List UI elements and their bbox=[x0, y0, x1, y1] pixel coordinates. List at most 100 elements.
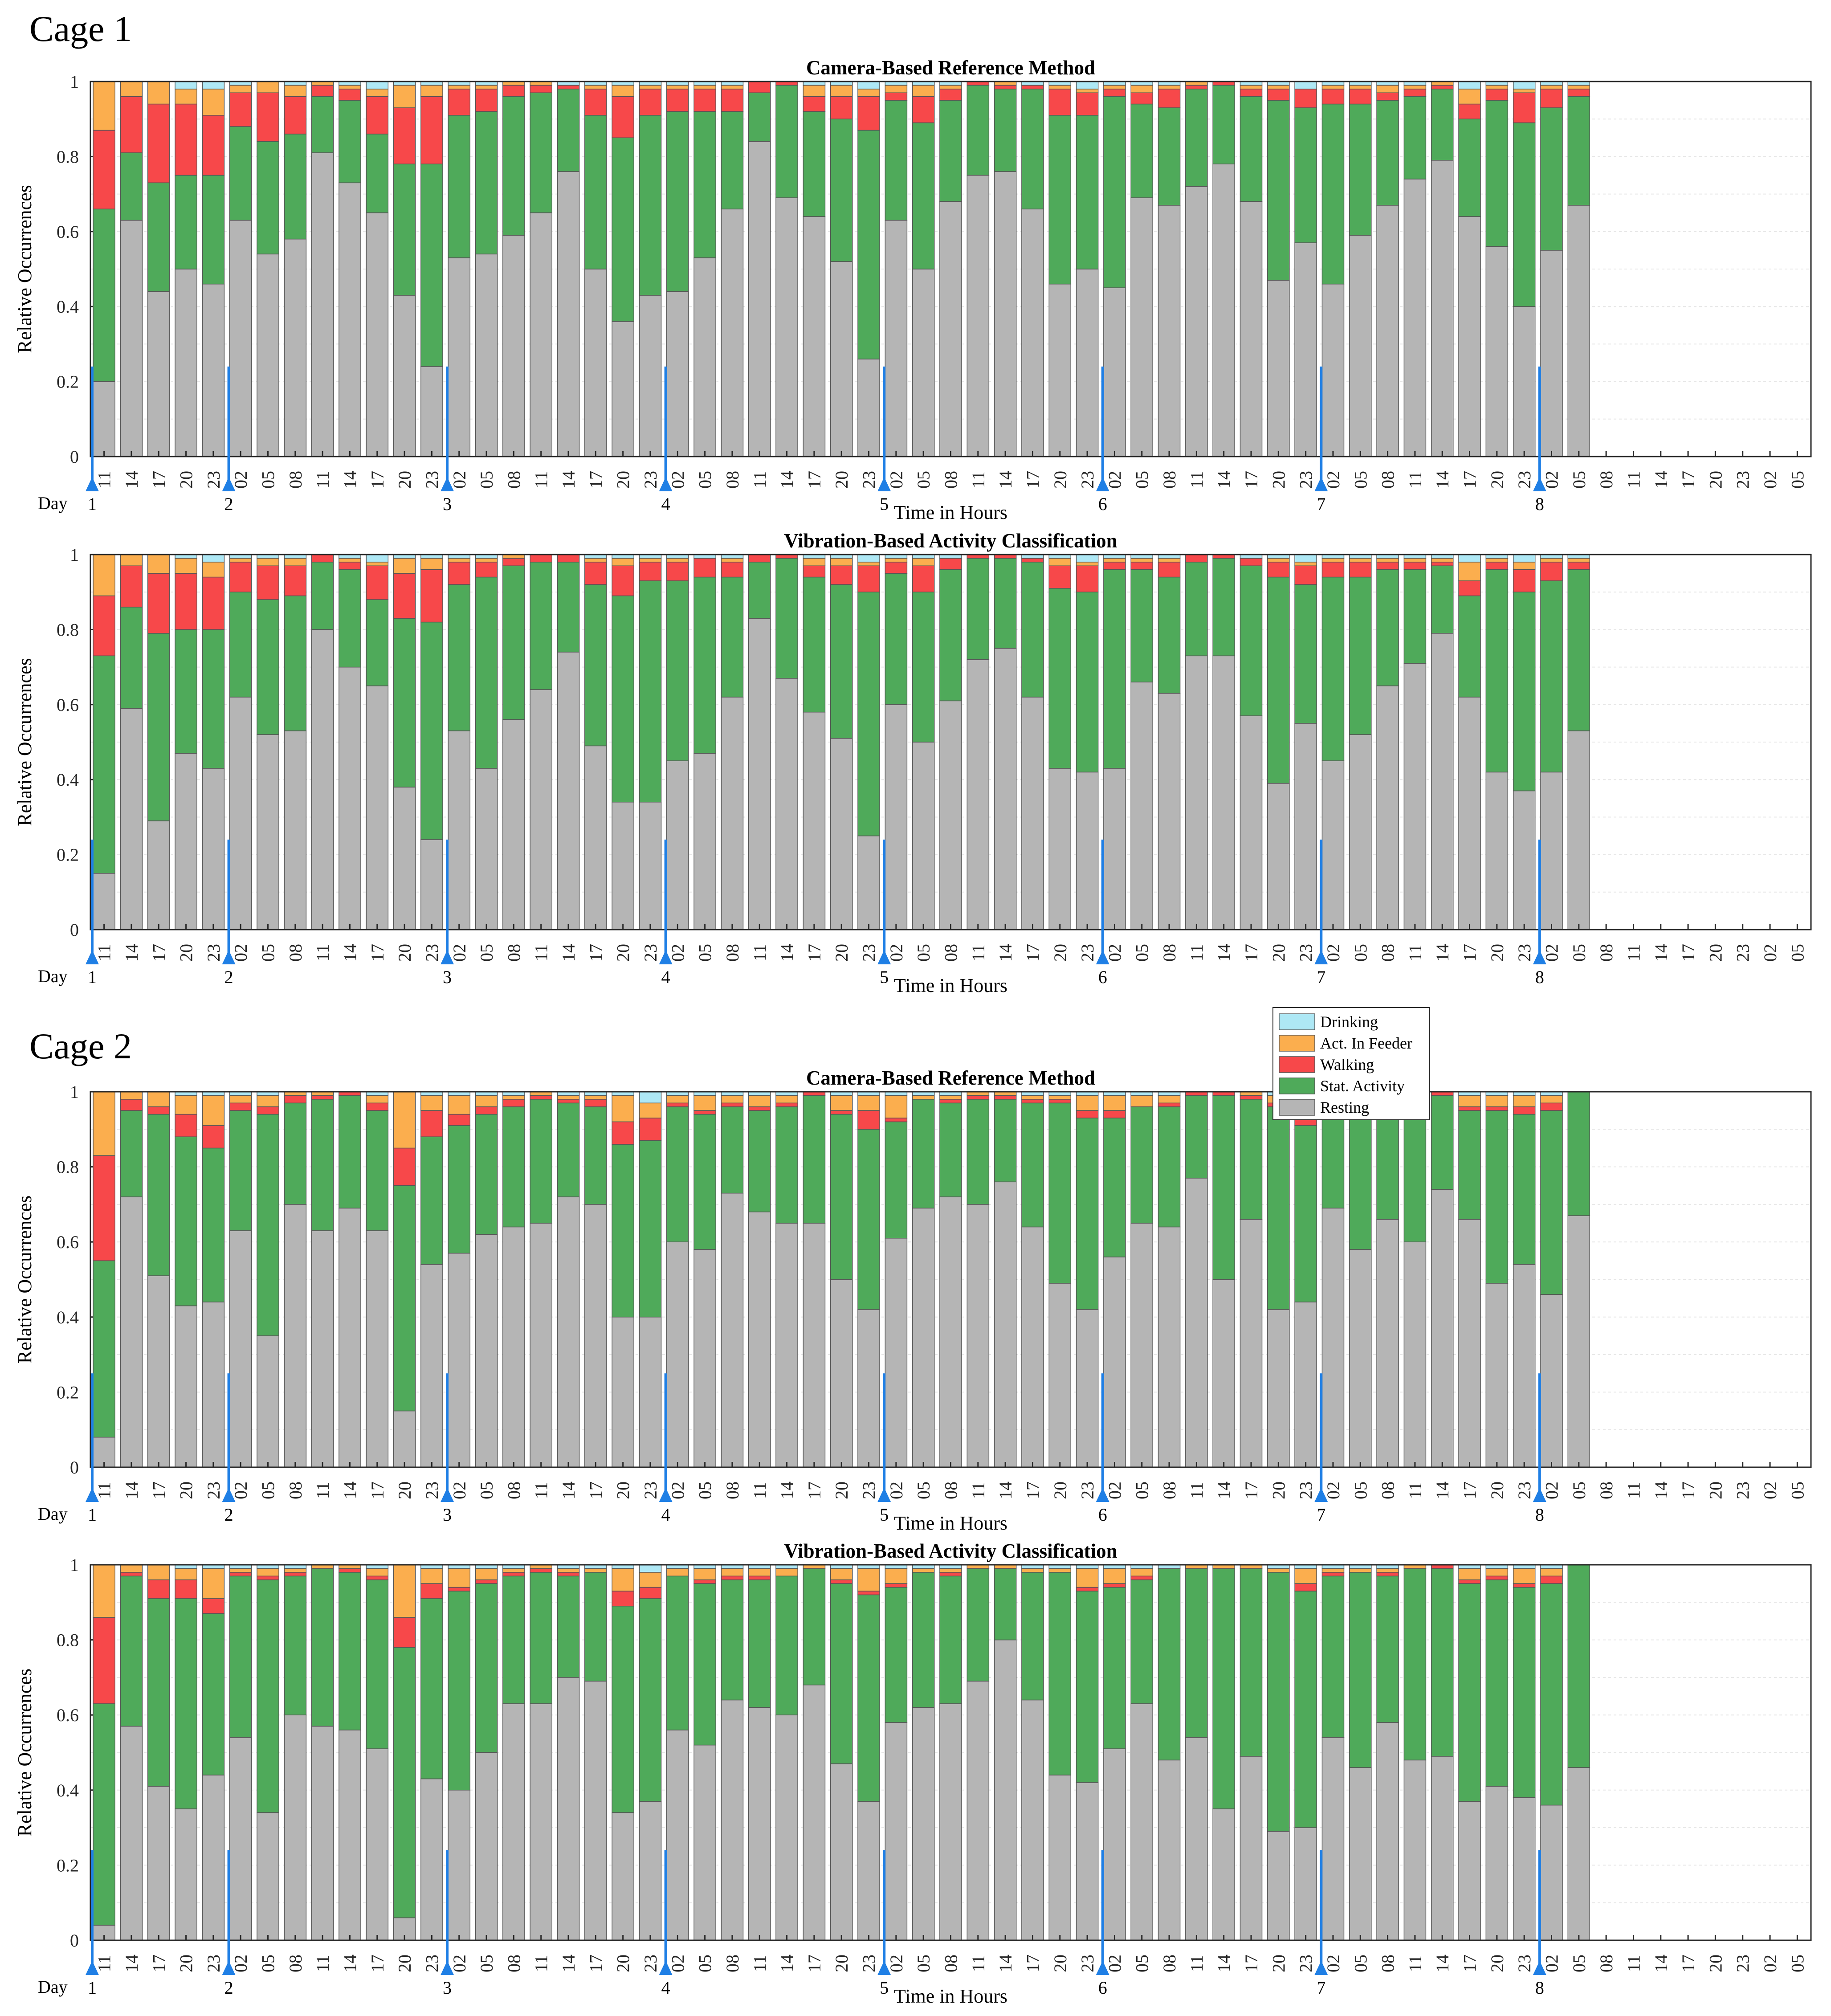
x-tick-label: 11 bbox=[1623, 471, 1643, 489]
bar-segment-act-in-feeder bbox=[93, 1091, 115, 1156]
bar-segment-stat-activity bbox=[584, 1572, 607, 1682]
x-tick-label: 20 bbox=[613, 471, 633, 489]
x-tick-label: 02 bbox=[1760, 1955, 1780, 1972]
bar-segment-act-in-feeder bbox=[830, 1095, 853, 1111]
x-tick-label: 20 bbox=[395, 1955, 415, 1972]
bar-segment-stat-activity bbox=[311, 562, 334, 630]
bar-segment-act-in-feeder bbox=[830, 85, 853, 97]
bar-segment-stat-activity bbox=[1048, 1572, 1072, 1775]
bar-segment-walking bbox=[502, 1099, 525, 1107]
bar-segment-resting bbox=[748, 1212, 771, 1468]
bar-segment-act-in-feeder bbox=[721, 1568, 744, 1577]
bar-segment-resting bbox=[120, 1726, 143, 1941]
day-marker-arrow bbox=[86, 477, 99, 491]
bar-segment-walking bbox=[147, 573, 170, 634]
bar-segment-resting bbox=[257, 1335, 279, 1468]
bar-segment-act-in-feeder bbox=[612, 1568, 634, 1592]
x-tick-label: 20 bbox=[832, 471, 852, 489]
bar-segment-walking bbox=[721, 1575, 744, 1580]
bar-segment-walking bbox=[1076, 565, 1099, 592]
day-marker-arrow bbox=[1314, 950, 1328, 964]
bar-segment-resting bbox=[366, 685, 389, 930]
x-tick-label: 20 bbox=[1050, 944, 1070, 962]
bar-segment-stat-activity bbox=[830, 584, 853, 739]
bar-segment-drinking bbox=[1076, 554, 1099, 563]
day-marker-arrow bbox=[877, 1961, 891, 1975]
bar-segment-stat-activity bbox=[803, 1095, 826, 1224]
bar-segment-act-in-feeder bbox=[1103, 1568, 1126, 1584]
bar-segment-stat-activity bbox=[939, 100, 962, 202]
bar-segment-stat-activity bbox=[557, 562, 580, 653]
bar-segment-stat-activity bbox=[1321, 1575, 1345, 1738]
y-axis-label: Relative Occurrences bbox=[14, 658, 36, 826]
x-tick-label: 05 bbox=[477, 944, 497, 962]
bar-segment-stat-activity bbox=[1158, 107, 1181, 206]
x-tick-label: 02 bbox=[231, 944, 251, 962]
bar-segment-act-in-feeder bbox=[229, 558, 252, 563]
bar-segment-stat-activity bbox=[1103, 96, 1126, 288]
bar-segment-resting bbox=[1185, 1737, 1208, 1941]
bar-segment-resting bbox=[502, 1703, 525, 1941]
bar-segment-act-in-feeder bbox=[475, 1095, 498, 1107]
bar-segment-stat-activity bbox=[557, 89, 580, 172]
y-tick-label: 1 bbox=[70, 1082, 79, 1102]
bar-segment-stat-activity bbox=[1403, 569, 1427, 664]
bar-segment-stat-activity bbox=[175, 175, 197, 269]
bar-segment-walking bbox=[1021, 558, 1044, 563]
bar-segment-act-in-feeder bbox=[1076, 1568, 1099, 1588]
x-tick-label: 14 bbox=[1651, 1481, 1671, 1499]
bar-segment-walking bbox=[612, 1121, 634, 1145]
bar-segment-act-in-feeder bbox=[666, 558, 689, 563]
bar-segment-resting bbox=[1021, 1226, 1044, 1468]
x-tick-label: 08 bbox=[1596, 1955, 1616, 1972]
y-tick-label: 0.2 bbox=[57, 1855, 79, 1875]
bar-segment-stat-activity bbox=[966, 85, 990, 176]
bar-segment-resting bbox=[1485, 771, 1509, 930]
day-marker-label: 3 bbox=[443, 1978, 452, 1998]
bar-segment-resting bbox=[666, 760, 689, 930]
bar-segment-act-in-feeder bbox=[1403, 85, 1427, 90]
bar-segment-resting bbox=[1240, 1756, 1263, 1941]
x-tick-label: 11 bbox=[313, 1955, 333, 1972]
bar-segment-stat-activity bbox=[1130, 1579, 1153, 1704]
bar-segment-act-in-feeder bbox=[693, 1095, 716, 1111]
bar-segment-walking bbox=[939, 1572, 962, 1577]
day-marker-arrow bbox=[1314, 1488, 1328, 1502]
bar-segment-resting bbox=[1185, 186, 1208, 457]
bar-segment-walking bbox=[1540, 89, 1563, 108]
bar-segment-resting bbox=[748, 1707, 771, 1941]
bar-segment-resting bbox=[311, 629, 334, 930]
bar-segment-stat-activity bbox=[830, 118, 853, 262]
y-tick-label: 0 bbox=[70, 1457, 79, 1477]
x-tick-label: 23 bbox=[1514, 1955, 1534, 1972]
bar-segment-stat-activity bbox=[994, 89, 1017, 172]
x-tick-label: 02 bbox=[1323, 471, 1343, 489]
day-marker-arrow bbox=[1096, 1488, 1109, 1502]
bar-segment-walking bbox=[1021, 1099, 1044, 1104]
day-marker-label: 2 bbox=[224, 1505, 233, 1525]
day-marker-arrow bbox=[440, 1488, 454, 1502]
bar-segment-act-in-feeder bbox=[175, 558, 197, 574]
bar-segment-walking bbox=[257, 1106, 279, 1115]
bar-segment-act-in-feeder bbox=[338, 85, 361, 90]
chart-title: Camera-Based Reference Method bbox=[806, 57, 1095, 79]
bar-segment-stat-activity bbox=[639, 1140, 662, 1318]
bar-segment-stat-activity bbox=[1130, 103, 1153, 198]
day-marker-arrow bbox=[440, 477, 454, 491]
bar-segment-act-in-feeder bbox=[693, 85, 716, 90]
bar-segment-act-in-feeder bbox=[448, 85, 471, 90]
x-tick-label: 23 bbox=[1733, 1481, 1753, 1499]
bar-segment-walking bbox=[311, 554, 334, 563]
bar-segment-walking bbox=[1376, 562, 1399, 570]
x-tick-label: 23 bbox=[204, 471, 224, 489]
bar-segment-resting bbox=[1103, 1257, 1126, 1468]
bar-segment-act-in-feeder bbox=[1431, 558, 1454, 563]
bar-segment-act-in-feeder bbox=[366, 562, 389, 567]
day-marker-label: 3 bbox=[443, 494, 452, 514]
bar-segment-resting bbox=[1321, 1737, 1345, 1941]
bar-segment-walking bbox=[1048, 565, 1072, 589]
day-caption: Day bbox=[38, 1504, 68, 1524]
bar-segment-walking bbox=[1240, 89, 1263, 97]
bar-segment-resting bbox=[1431, 160, 1454, 457]
bar-segment-act-in-feeder bbox=[1130, 1568, 1153, 1577]
